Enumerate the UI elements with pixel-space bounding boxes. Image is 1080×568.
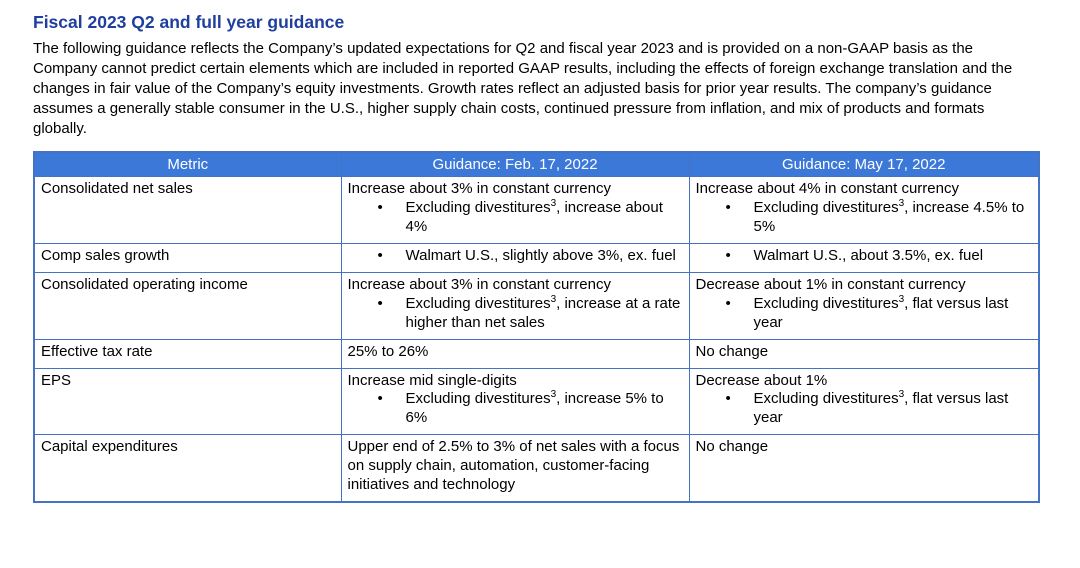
- guidance-cell: Decrease about 1% • Excluding divestitures…: [688, 367, 1040, 436]
- footnote-ref: 3: [550, 389, 557, 401]
- cell-lead-text: Increase about 3% in constant currency: [347, 276, 611, 294]
- bullet-text: Excluding divestitures3, flat versus las…: [753, 389, 1009, 427]
- bullet-text: Excluding divestitures3, increase 5% to …: [405, 389, 664, 427]
- guidance-cell: • Walmart U.S., slightly above 3%, ex. fu…: [340, 243, 690, 274]
- bullet-text: Excluding divestitures3, flat versus las…: [753, 293, 1009, 331]
- table-row: EPS Increase mid single-digits • Excluding …: [33, 367, 1040, 436]
- bullet-item: • Excluding divestitures3, flat versus la…: [696, 293, 1033, 333]
- col-header-metric: Metric: [33, 151, 342, 178]
- bullet-item: • Excluding divestitures3, flat versus la…: [696, 390, 1033, 428]
- intro-paragraph: The following guidance reflects the Comp…: [33, 40, 1013, 138]
- cell-lead-text: Increase about 3% in constant currency: [347, 180, 611, 198]
- footnote-ref: 3: [898, 198, 905, 210]
- cell-lead-text: Upper end of 2.5% to 3% of net sales wit…: [347, 438, 680, 494]
- col-header-guidance-may: Guidance: May 17, 2022: [688, 151, 1040, 178]
- guidance-cell: No change: [688, 338, 1040, 369]
- guidance-cell: Decrease about 1% in constant currency • E…: [688, 272, 1040, 340]
- bullet-icon: •: [377, 294, 383, 312]
- guidance-cell: Increase mid single-digits • Excluding div…: [340, 367, 690, 436]
- bullet-icon: •: [725, 390, 731, 408]
- footnote-ref: 3: [898, 293, 905, 305]
- bullet-item: • Walmart U.S., slightly above 3%, ex. fu…: [348, 247, 683, 266]
- footnote-ref: 3: [550, 198, 557, 210]
- table-row: Consolidated operating income Increase ab…: [33, 272, 1040, 340]
- bullet-icon: •: [725, 294, 731, 312]
- footnote-ref: 3: [898, 389, 905, 401]
- bullet-icon: •: [377, 390, 383, 408]
- metric-cell: Comp sales growth: [33, 243, 342, 274]
- metric-cell: Capital expenditures: [33, 434, 342, 503]
- bullet-text: Walmart U.S., about 3.5%, ex. fuel: [753, 247, 984, 265]
- bullet-text: Excluding divestitures3, increase 4.5% t…: [753, 198, 1025, 236]
- cell-lead-text: No change: [695, 438, 769, 456]
- guidance-cell: • Walmart U.S., about 3.5%, ex. fuel: [688, 243, 1040, 274]
- table-row: Consolidated net sales Increase about 3% …: [33, 176, 1040, 245]
- bullet-icon: •: [725, 247, 731, 265]
- bullet-text: Excluding divestitures3, increase about …: [405, 198, 663, 236]
- metric-cell: Consolidated operating income: [33, 272, 342, 340]
- guidance-cell: Increase about 3% in constant currency • E…: [340, 272, 690, 340]
- metric-cell: Effective tax rate: [33, 338, 342, 369]
- bullet-text: Excluding divestitures3, increase at a r…: [405, 293, 681, 331]
- cell-lead-text: Increase mid single-digits: [347, 371, 517, 389]
- bullet-icon: •: [377, 199, 383, 217]
- table-row: Effective tax rate 25% to 26% No change: [33, 338, 1040, 369]
- bullet-item: • Excluding divestitures3, increase at a …: [348, 293, 683, 333]
- table-row: Comp sales growth • Walmart U.S., slightly…: [33, 243, 1040, 274]
- table-header: Metric Guidance: Feb. 17, 2022 Guidance:…: [33, 151, 1040, 178]
- header-row: Metric Guidance: Feb. 17, 2022 Guidance:…: [33, 151, 1040, 178]
- bullet-item: • Excluding divestitures3, increase 5% to…: [348, 390, 683, 428]
- footnote-ref: 3: [550, 293, 557, 305]
- guidance-cell: No change: [688, 434, 1040, 503]
- col-header-guidance-feb: Guidance: Feb. 17, 2022: [340, 151, 690, 178]
- bullet-text: Walmart U.S., slightly above 3%, ex. fue…: [405, 247, 676, 265]
- table-body: Consolidated net sales Increase about 3% …: [33, 176, 1040, 503]
- bullet-item: • Excluding divestitures3, increase 4.5% …: [696, 199, 1033, 237]
- cell-lead-text: Increase about 4% in constant currency: [695, 180, 959, 198]
- guidance-table: Metric Guidance: Feb. 17, 2022 Guidance:…: [33, 151, 1040, 503]
- metric-cell: EPS: [33, 367, 342, 436]
- guidance-cell: Upper end of 2.5% to 3% of net sales wit…: [340, 434, 690, 503]
- cell-lead-text: Decrease about 1% in constant currency: [695, 276, 966, 294]
- bullet-icon: •: [377, 247, 383, 265]
- cell-lead-text: Decrease about 1%: [695, 371, 828, 389]
- table-row: Capital expenditures Upper end of 2.5% to…: [33, 434, 1040, 503]
- bullet-item: • Walmart U.S., about 3.5%, ex. fuel: [696, 247, 1033, 266]
- cell-lead-text: 25% to 26%: [347, 342, 429, 360]
- bullet-icon: •: [725, 199, 731, 217]
- guidance-cell: Increase about 4% in constant currency • E…: [688, 176, 1040, 245]
- guidance-cell: 25% to 26%: [340, 338, 690, 369]
- bullet-item: • Excluding divestitures3, increase about…: [348, 199, 683, 237]
- guidance-cell: Increase about 3% in constant currency • E…: [340, 176, 690, 245]
- cell-lead-text: No change: [695, 342, 769, 360]
- metric-cell: Consolidated net sales: [33, 176, 342, 245]
- page-title: Fiscal 2023 Q2 and full year guidance: [33, 12, 345, 32]
